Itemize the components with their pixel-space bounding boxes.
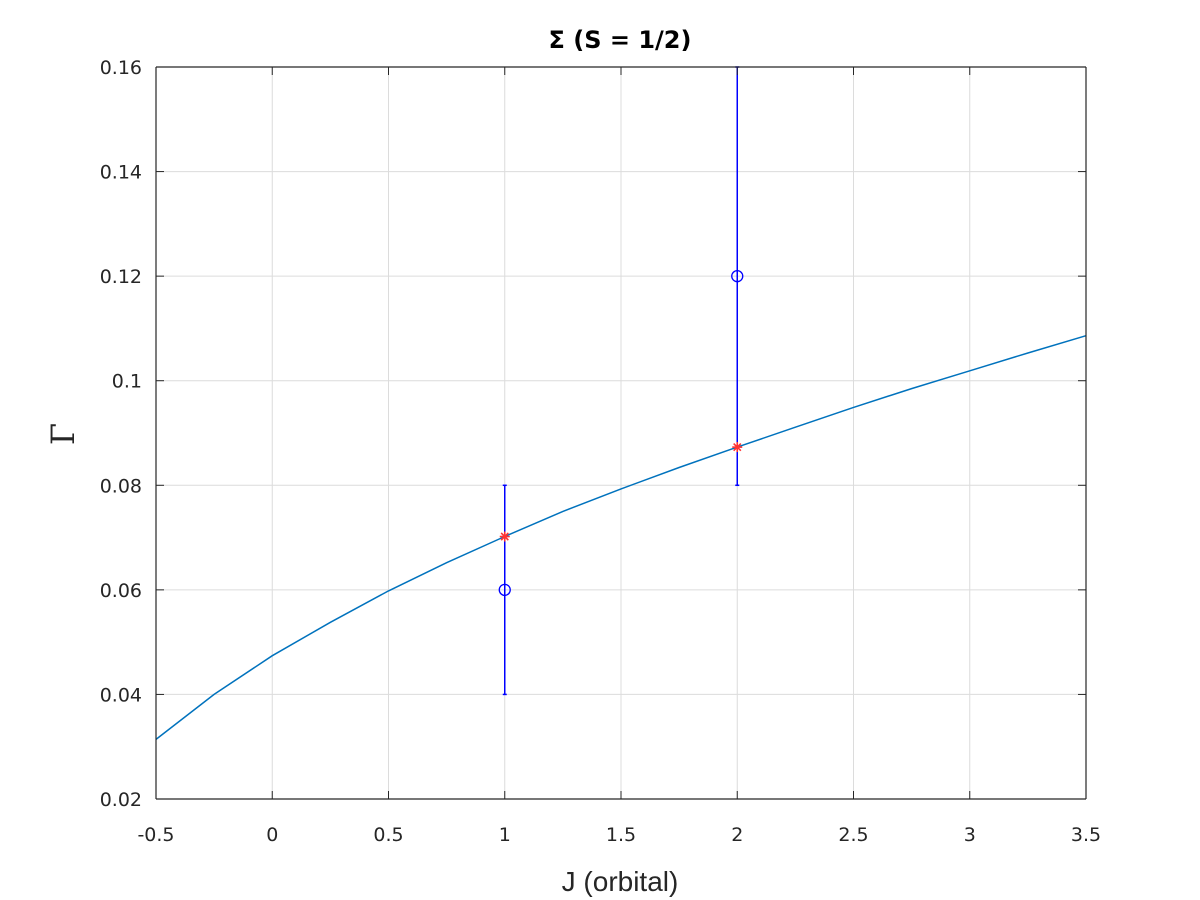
y-tick-label: 0.04 — [100, 684, 142, 706]
y-tick-label: 0.08 — [100, 475, 142, 497]
x-tick-label: 1.5 — [606, 824, 636, 846]
y-tick-label: 0.12 — [100, 266, 142, 288]
chart-title: Σ (S = 1/2) — [549, 26, 692, 54]
tick-labels: -0.5 0 0.5 1 1.5 2 2.5 3 3.5 0.02 0.04 0.06 0.08 0.1 0… — [100, 57, 1101, 846]
measured-point-marker — [498, 583, 511, 597]
grid-lines — [155, 66, 1087, 800]
data-markers — [498, 269, 744, 597]
fitted-point-marker — [499, 531, 510, 542]
x-tick-label: -0.5 — [137, 824, 174, 846]
fit-curve — [155, 334, 1087, 740]
y-tick-label: 0.06 — [100, 580, 142, 602]
x-tick-label: 0 — [266, 824, 278, 846]
plot-axes — [155, 66, 1087, 800]
asterisk-stroke — [500, 532, 509, 541]
x-tick-label: 0.5 — [373, 824, 403, 846]
measured-point-marker — [731, 269, 744, 283]
y-tick-label: 0.16 — [100, 57, 142, 79]
y-tick-label: 0.1 — [112, 371, 142, 393]
y-tick-label: 0.02 — [100, 789, 142, 811]
asterisk-stroke — [733, 442, 742, 452]
x-tick-label: 2.5 — [838, 824, 868, 846]
x-tick-label: 3.5 — [1071, 824, 1101, 846]
x-tick-label: 1 — [499, 824, 511, 846]
x-tick-label: 2 — [731, 824, 743, 846]
y-axis-title: Γ — [44, 423, 82, 445]
y-tick-label: 0.14 — [100, 162, 142, 184]
fitted-point-marker — [732, 442, 743, 453]
fit-curve-layer — [155, 334, 1087, 740]
x-tick-label: 3 — [964, 824, 976, 846]
x-axis-title: J (orbital) — [562, 866, 679, 897]
